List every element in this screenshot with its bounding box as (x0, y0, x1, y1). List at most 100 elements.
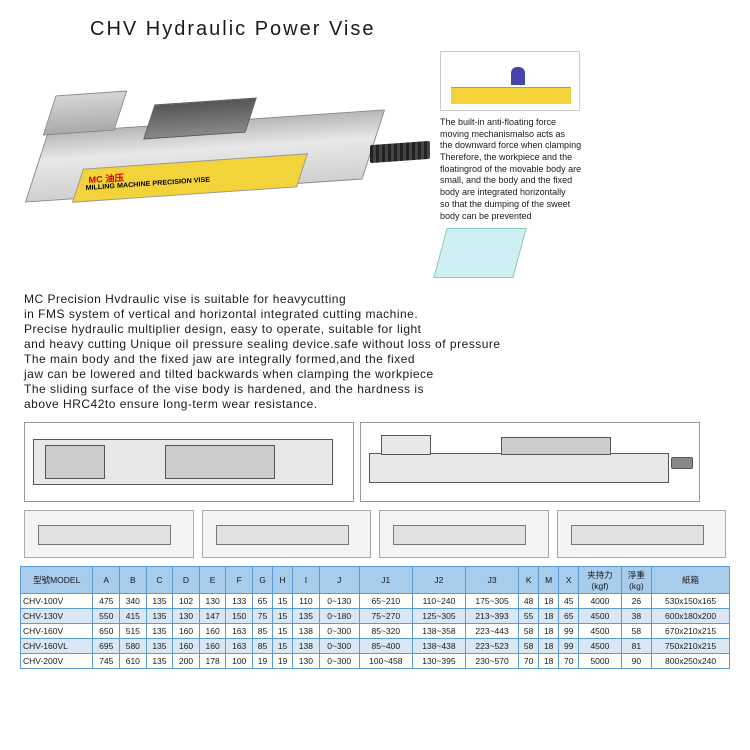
table-cell: 150 (226, 609, 253, 624)
table-header-cell: 夹持力 (kgf) (579, 567, 621, 594)
table-cell: 138 (293, 624, 320, 639)
table-cell: 58 (519, 624, 539, 639)
table-cell: 102 (173, 594, 200, 609)
table-cell: 70 (519, 654, 539, 669)
variant-drawing (24, 510, 194, 558)
table-cell: 0~300 (319, 639, 359, 654)
table-row: CHV-160V65051513516016016385151380~30085… (21, 624, 730, 639)
table-cell: 610 (120, 654, 147, 669)
inset-blurb: The built-in anti-floating force moving … (440, 117, 730, 222)
variant-drawing (379, 510, 549, 558)
table-cell: 133 (226, 594, 253, 609)
table-header-cell: 紙箱 (652, 567, 730, 594)
variant-drawing (202, 510, 372, 558)
table-header-cell: H (273, 567, 293, 594)
table-cell: 55 (519, 609, 539, 624)
spec-table: 型號MODELABCDEFGHIJJ1J2J3KMX夹持力 (kgf)淨重 (k… (20, 566, 730, 669)
table-header-cell: D (173, 567, 200, 594)
table-cell: 15 (273, 594, 293, 609)
table-cell: 19 (252, 654, 272, 669)
table-cell: 135 (146, 624, 173, 639)
table-cell: 99 (559, 639, 579, 654)
table-cell: 0~130 (319, 594, 359, 609)
table-header-cell: E (199, 567, 226, 594)
table-cell: 163 (226, 624, 253, 639)
table-cell: 160 (199, 639, 226, 654)
table-header-cell: I (293, 567, 320, 594)
table-cell: 85~320 (359, 624, 412, 639)
table-cell: 15 (273, 609, 293, 624)
table-cell: 130 (293, 654, 320, 669)
table-cell: 135 (146, 654, 173, 669)
table-cell: 230~570 (465, 654, 518, 669)
table-cell: 4500 (579, 639, 621, 654)
table-cell: 48 (519, 594, 539, 609)
table-cell: 18 (539, 654, 559, 669)
table-cell: 130~395 (412, 654, 465, 669)
table-cell: 163 (226, 639, 253, 654)
table-cell: CHV-130V (21, 609, 93, 624)
table-cell: 18 (539, 594, 559, 609)
table-cell: 130 (199, 594, 226, 609)
table-cell: 100 (226, 654, 253, 669)
table-cell: 75 (252, 609, 272, 624)
table-cell: 160 (173, 624, 200, 639)
table-cell: 81 (621, 639, 652, 654)
table-cell: 213~393 (465, 609, 518, 624)
table-header-cell: K (519, 567, 539, 594)
table-cell: 223~523 (465, 639, 518, 654)
table-row: CHV-130V55041513513014715075151350~18075… (21, 609, 730, 624)
description-text: MC Precision Hvdraulic vise is suitable … (24, 292, 730, 412)
table-row: CHV-200V74561013520017810019191300~30010… (21, 654, 730, 669)
table-cell: 75~270 (359, 609, 412, 624)
table-cell: 650 (93, 624, 120, 639)
table-cell: 100~458 (359, 654, 412, 669)
table-cell: 580 (120, 639, 147, 654)
page-title: CHV Hydraulic Power Vise (90, 18, 730, 41)
table-header-cell: J2 (412, 567, 465, 594)
table-cell: 670x210x215 (652, 624, 730, 639)
table-cell: 85~400 (359, 639, 412, 654)
table-cell: 5000 (579, 654, 621, 669)
table-cell: 135 (146, 639, 173, 654)
table-cell: 475 (93, 594, 120, 609)
table-cell: 135 (146, 594, 173, 609)
variant-drawings (24, 510, 726, 558)
table-cell: 4500 (579, 624, 621, 639)
table-cell: 223~443 (465, 624, 518, 639)
table-cell: 0~300 (319, 624, 359, 639)
table-cell: 340 (120, 594, 147, 609)
product-illustration: MC 油压 MILLING MACHINE PRECISION VISE (20, 51, 430, 251)
table-cell: 18 (539, 609, 559, 624)
table-cell: 530x150x165 (652, 594, 730, 609)
top-view-drawing (24, 422, 354, 502)
table-cell: 99 (559, 624, 579, 639)
table-cell: 65 (559, 609, 579, 624)
inset-photo (440, 51, 580, 111)
table-cell: 0~300 (319, 654, 359, 669)
table-cell: 600x180x200 (652, 609, 730, 624)
hero-row: MC 油压 MILLING MACHINE PRECISION VISE The… (20, 51, 730, 278)
table-header-cell: 型號MODEL (21, 567, 93, 594)
side-view-drawing (360, 422, 700, 502)
table-header-cell: G (252, 567, 272, 594)
table-header-cell: A (93, 567, 120, 594)
table-cell: CHV-100V (21, 594, 93, 609)
table-header-cell: J1 (359, 567, 412, 594)
table-cell: 110 (293, 594, 320, 609)
table-cell: 65~210 (359, 594, 412, 609)
table-cell: 135 (293, 609, 320, 624)
table-header-cell: X (559, 567, 579, 594)
table-cell: 135 (146, 609, 173, 624)
table-cell: 15 (273, 624, 293, 639)
table-cell: 160 (173, 639, 200, 654)
table-cell: CHV-200V (21, 654, 93, 669)
table-cell: 4500 (579, 609, 621, 624)
table-cell: 138~358 (412, 624, 465, 639)
table-cell: 550 (93, 609, 120, 624)
table-cell: 0~180 (319, 609, 359, 624)
table-header-cell: J (319, 567, 359, 594)
variant-drawing (557, 510, 727, 558)
table-cell: 90 (621, 654, 652, 669)
table-header-cell: F (226, 567, 253, 594)
